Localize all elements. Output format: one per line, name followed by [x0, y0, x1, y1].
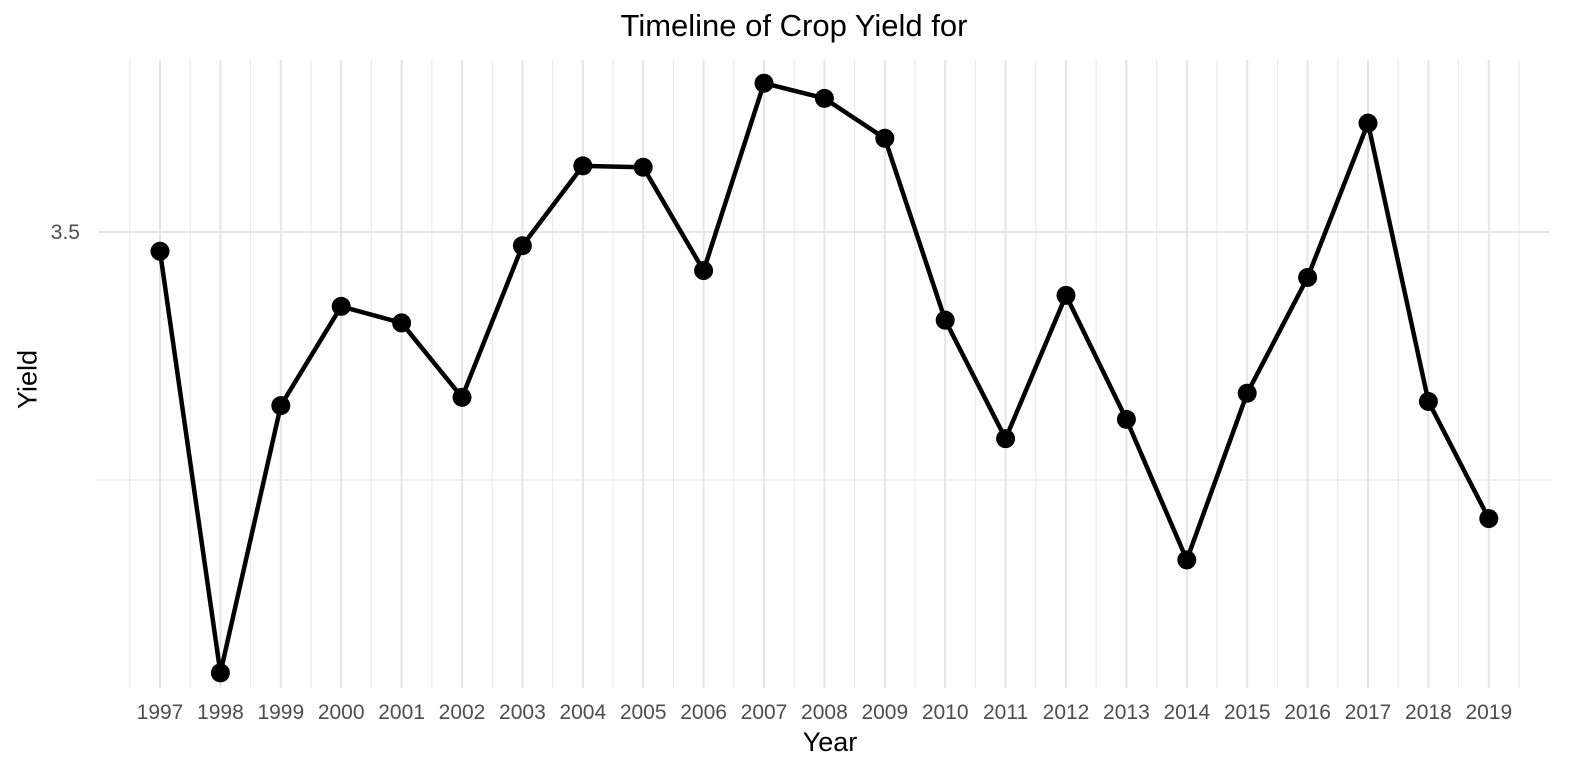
data-point: [452, 387, 472, 407]
data-point: [754, 73, 774, 93]
x-tick-label: 2003: [499, 701, 546, 724]
data-point: [996, 429, 1016, 449]
x-tick-label: 2008: [801, 701, 848, 724]
x-tick-label: 2014: [1163, 701, 1210, 724]
data-point: [633, 157, 653, 177]
data-point: [1116, 409, 1136, 429]
x-tick-label: 2007: [741, 701, 788, 724]
chart-title: Timeline of Crop Yield for: [620, 8, 968, 43]
x-tick-label: 2004: [559, 701, 606, 724]
data-point: [935, 310, 955, 330]
data-point: [1056, 285, 1076, 305]
data-point: [573, 156, 593, 176]
x-tick-label: 2001: [378, 701, 425, 724]
data-point: [1358, 113, 1378, 133]
data-point: [1418, 391, 1438, 411]
data-point: [814, 88, 834, 108]
data-point: [1298, 267, 1318, 287]
x-tick-label: 2015: [1224, 701, 1271, 724]
x-tick-label: 2000: [318, 701, 365, 724]
x-tick-label: 1997: [137, 701, 184, 724]
x-tick-label: 2017: [1345, 701, 1392, 724]
data-point: [271, 396, 291, 416]
y-axis-title: Yield: [12, 349, 43, 410]
data-point: [1237, 383, 1257, 403]
x-tick-label: 2002: [439, 701, 486, 724]
x-tick-label: 2006: [680, 701, 727, 724]
data-point: [392, 313, 412, 333]
x-tick-label: 2010: [922, 701, 969, 724]
data-point: [150, 241, 170, 261]
data-point: [875, 128, 895, 148]
x-tick-label: 2011: [983, 701, 1028, 724]
x-tick-label: 2019: [1465, 701, 1512, 724]
data-point: [512, 236, 532, 256]
x-tick-label: 2018: [1405, 701, 1452, 724]
x-tick-label: 2012: [1043, 701, 1090, 724]
data-point: [1177, 550, 1197, 570]
x-tick-label: 2013: [1103, 701, 1150, 724]
data-point: [1479, 509, 1499, 529]
x-axis-title: Year: [802, 727, 858, 757]
data-point: [210, 663, 230, 683]
data-point: [694, 261, 714, 281]
x-tick-label: 2005: [620, 701, 667, 724]
x-tick-label: 1998: [197, 701, 244, 724]
x-tick-label: 1999: [257, 701, 304, 724]
y-tick-label: 3.5: [51, 221, 80, 244]
x-tick-label: 2016: [1284, 701, 1331, 724]
x-tick-label: 2009: [861, 701, 908, 724]
data-point: [331, 296, 351, 316]
